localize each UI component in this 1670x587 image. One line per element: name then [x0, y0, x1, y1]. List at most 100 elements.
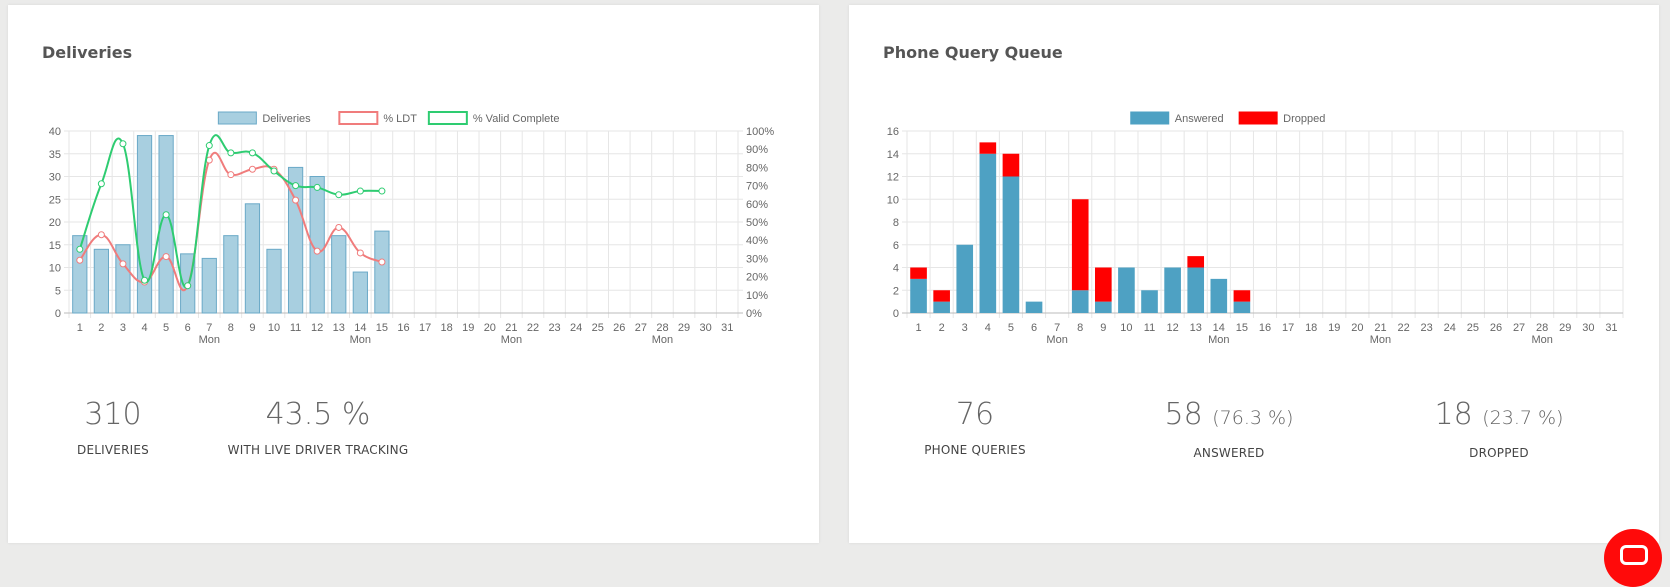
y-tick-label: 25: [49, 194, 61, 206]
y-tick-label: 35: [49, 149, 61, 161]
answered-bar: [1187, 267, 1205, 313]
x-tick-label: 8: [228, 322, 234, 334]
stat-phone-queries-label: PHONE QUERIES: [924, 443, 1026, 457]
deliveries-bar: [244, 203, 261, 314]
series-point: [76, 245, 84, 253]
x-tick-label: 7: [1054, 322, 1060, 334]
x-tick-label: 9: [249, 322, 255, 334]
series-line: [78, 134, 382, 289]
series-point: [119, 140, 127, 148]
series-point: [313, 247, 321, 255]
answered-bar: [956, 244, 974, 313]
answered-bar: [1118, 267, 1135, 313]
dropped-bar: [1233, 290, 1251, 302]
stat-live-tracking-label: WITH LIVE DRIVER TRACKING: [227, 443, 409, 457]
y-tick-label: 5: [55, 285, 61, 297]
answered-bar: [1141, 290, 1158, 313]
series-point: [335, 223, 343, 231]
legend-swatch-ldt: [338, 111, 379, 125]
y-tick-label: 30: [49, 172, 61, 184]
x-weekday-label: Mon: [1208, 334, 1229, 346]
x-tick-label: 13: [333, 322, 345, 334]
dropped-bar: [1071, 199, 1089, 291]
deliveries-title: Deliveries: [42, 43, 133, 62]
x-tick-label: 31: [721, 322, 733, 334]
deliveries-chart: 05101520253035400%10%20%30%40%50%60%70%8…: [49, 111, 774, 346]
deliveries-bar: [201, 257, 217, 314]
x-tick-label: 27: [635, 322, 647, 334]
series-point: [292, 196, 300, 204]
x-weekday-label: Mon: [1531, 334, 1552, 346]
x-tick-label: 14: [1213, 322, 1225, 334]
answered-bar: [933, 301, 950, 313]
stat-answered-pct: (76.3 %): [1212, 407, 1294, 429]
series-line: [78, 151, 383, 291]
stat-phone-queries-value: 76: [955, 397, 995, 432]
x-tick-label: 28: [656, 322, 668, 334]
series-point: [76, 256, 84, 264]
y-tick-label: 40: [49, 126, 61, 138]
series-point: [162, 253, 170, 261]
legend-swatch-dropped: [1238, 111, 1278, 125]
x-tick-label: 24: [570, 322, 582, 334]
stat-dropped-value: 18 (23.7 %): [1434, 397, 1564, 432]
stat-answered-label: ANSWERED: [1193, 446, 1265, 460]
chat-launcher-button[interactable]: [1604, 529, 1662, 587]
legend-label: % Valid Complete: [473, 113, 560, 125]
series-point: [248, 149, 256, 157]
stat-deliveries-value: 310: [84, 397, 142, 432]
y-tick-label: 2: [893, 285, 899, 297]
y-right-tick-label: 60%: [746, 199, 768, 211]
phone-query-panel: Phone Query Queue 0 2 4 6 8 10 12 14 16 1 2 3 4 5 6 7 Mo…: [849, 5, 1659, 543]
y-right-tick-label: 0%: [746, 308, 762, 320]
deliveries-bar: [136, 135, 153, 314]
y-tick-label: 10: [49, 263, 61, 275]
x-tick-label: 1: [915, 322, 921, 334]
x-tick-label: 13: [1190, 322, 1202, 334]
x-tick-label: 16: [397, 322, 409, 334]
stat-answered: 58 (76.3 %) ANSWERED: [1159, 397, 1299, 460]
x-tick-label: 27: [1513, 322, 1525, 334]
series-point: [97, 180, 105, 188]
deliveries-bar: [331, 235, 347, 314]
x-tick-label: 8: [1077, 322, 1083, 334]
x-tick-label: 31: [1605, 322, 1617, 334]
x-tick-label: 28: [1536, 322, 1548, 334]
x-tick-label: 18: [1305, 322, 1317, 334]
legend-swatch-valid-complete: [427, 111, 468, 125]
x-tick-label: 12: [1166, 322, 1178, 334]
stat-dropped: 18 (23.7 %) DROPPED: [1429, 397, 1569, 460]
series-point: [162, 211, 170, 219]
series-point: [141, 276, 149, 284]
dropped-bar: [933, 290, 950, 302]
x-tick-label: 7: [206, 322, 212, 334]
x-tick-label: 21: [505, 322, 517, 334]
x-tick-label: 19: [462, 322, 474, 334]
answered-bar: [1095, 301, 1112, 313]
series-point: [292, 182, 300, 190]
x-tick-label: 21: [1374, 322, 1386, 334]
series-point: [356, 249, 364, 257]
x-tick-label: 2: [98, 322, 104, 334]
x-tick-label: 5: [1008, 322, 1014, 334]
x-tick-label: 30: [1582, 322, 1594, 334]
legend-label: Deliveries: [262, 113, 311, 125]
y-tick-label: 15: [49, 240, 61, 252]
deliveries-panel: Deliveries 0 5 10 15 20 25 30 35 40 0% 10% 20% 30% 40…: [8, 5, 819, 543]
y-right-tick-label: 70%: [746, 181, 768, 193]
y-tick-label: 20: [49, 217, 61, 229]
y-tick-label: 0: [893, 308, 899, 320]
x-tick-label: 10: [1120, 322, 1132, 334]
x-tick-label: 15: [1236, 322, 1248, 334]
stat-deliveries: 310 DELIVERIES: [48, 397, 178, 457]
x-tick-label: 29: [678, 322, 690, 334]
x-tick-label: 25: [592, 322, 604, 334]
answered-bar: [1164, 267, 1181, 313]
deliveries-bar: [93, 248, 109, 314]
x-tick-label: 22: [1397, 322, 1409, 334]
deliveries-bar: [287, 166, 304, 314]
deliveries-bar: [266, 248, 282, 314]
y-tick-label: 12: [887, 172, 899, 184]
y-right-tick-label: 100%: [746, 126, 774, 138]
